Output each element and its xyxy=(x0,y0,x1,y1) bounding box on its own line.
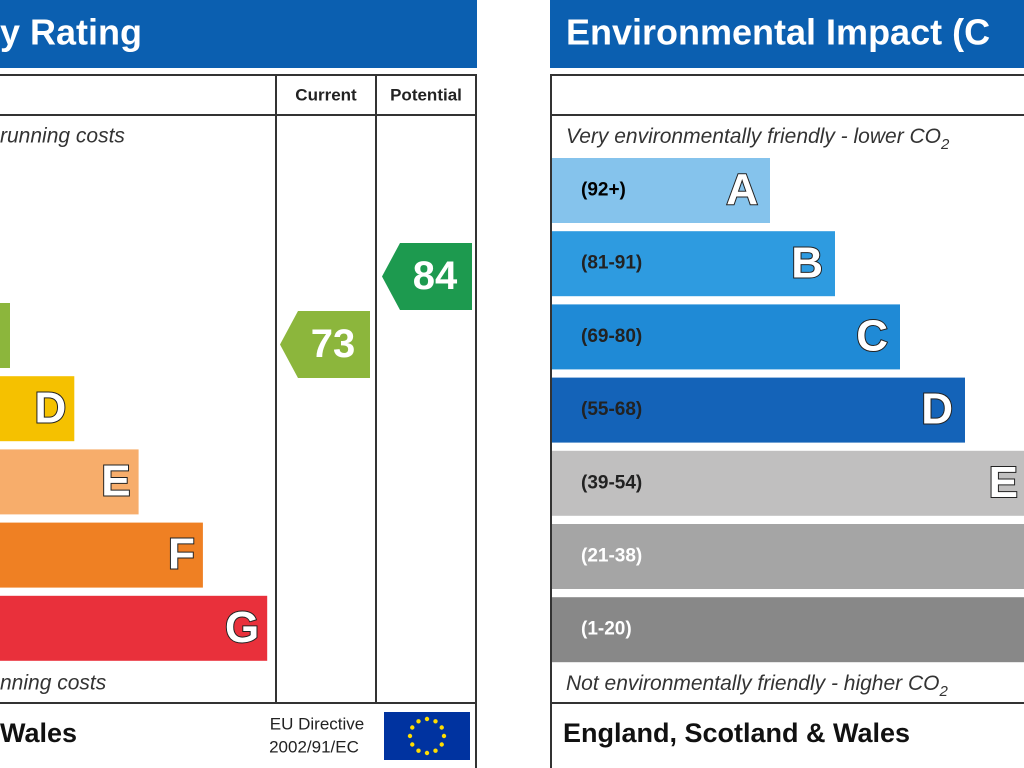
band-range: (39-54) xyxy=(581,472,642,493)
band-letter: D xyxy=(35,383,67,432)
star xyxy=(416,719,421,724)
star xyxy=(410,725,415,730)
rating-band xyxy=(0,303,10,368)
band-letter: E xyxy=(989,458,1018,507)
band-letter: C xyxy=(856,312,888,361)
directive: EU Directive xyxy=(270,714,364,733)
left-frame xyxy=(0,74,477,768)
bottom-note: nning costs xyxy=(0,672,107,695)
rating-band xyxy=(552,304,900,370)
band-letter: E xyxy=(101,457,130,506)
band-range: (92+) xyxy=(581,180,626,201)
rating-band xyxy=(0,522,203,588)
potential-value: 84 xyxy=(413,254,458,298)
eu-stars xyxy=(407,716,447,756)
star xyxy=(407,733,413,739)
star xyxy=(441,733,447,739)
potential-arrow xyxy=(382,243,472,310)
band-range: (21-38) xyxy=(581,546,642,567)
note-text: Not environmentally friendly - higher CO xyxy=(566,672,940,695)
top-note: running costs xyxy=(0,125,125,148)
note-text: Very environmentally friendly - lower CO xyxy=(566,125,941,148)
bottom-note: Not environmentally friendly - higher CO… xyxy=(566,672,949,700)
footer-region: Wales xyxy=(0,718,77,748)
directive: 2002/91/EC xyxy=(269,737,359,756)
rating-band xyxy=(552,158,770,223)
rating-band xyxy=(552,524,1024,589)
rating-band xyxy=(552,231,835,297)
current-arrow xyxy=(280,311,370,378)
footer-region: England, Scotland & Wales xyxy=(563,718,910,748)
rating-band xyxy=(552,377,965,443)
band-letter: G xyxy=(225,603,259,652)
star xyxy=(439,725,444,730)
top-note: Very environmentally friendly - lower CO… xyxy=(566,125,950,153)
note-sub: 2 xyxy=(939,683,949,700)
current-value: 73 xyxy=(311,322,356,366)
band-range: (55-68) xyxy=(581,399,642,420)
star xyxy=(424,716,430,722)
band-range: (69-80) xyxy=(581,326,642,347)
rating-band xyxy=(552,597,1024,663)
current-header: Current xyxy=(295,85,357,104)
band-range: (1-20) xyxy=(581,619,632,640)
rating-band xyxy=(0,376,75,442)
star xyxy=(439,742,444,747)
right-title: Environmental Impact (C xyxy=(566,12,990,53)
star xyxy=(433,748,438,753)
note-sub: 2 xyxy=(940,136,950,153)
title-bar xyxy=(0,0,477,68)
rating-band xyxy=(552,450,1024,516)
star xyxy=(433,719,438,724)
left-title: y Rating xyxy=(0,12,142,53)
band-letter: B xyxy=(791,238,823,287)
rating-band xyxy=(0,595,268,661)
title-bar xyxy=(550,0,1024,68)
right-frame xyxy=(550,74,1024,768)
star xyxy=(424,750,430,756)
band-letter: F xyxy=(168,530,195,579)
star xyxy=(410,742,415,747)
potential-header: Potential xyxy=(390,85,462,104)
band-range: (81-91) xyxy=(581,253,642,274)
star xyxy=(416,748,421,753)
rating-band xyxy=(0,449,139,515)
band-letter: D xyxy=(921,385,953,434)
band-letter: A xyxy=(726,165,758,214)
